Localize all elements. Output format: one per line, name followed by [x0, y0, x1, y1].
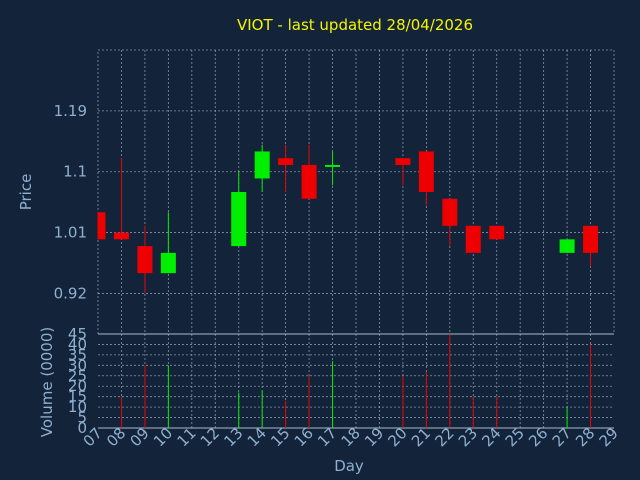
price-tick-label: 1.1: [63, 163, 87, 181]
candle-body: [418, 151, 434, 192]
candle-body: [254, 151, 270, 179]
volume-tick-label: 20: [68, 377, 87, 395]
volume-tick-label: 45: [68, 325, 87, 343]
candle-body: [325, 164, 341, 167]
candle-body: [137, 246, 153, 274]
price-tick-label: 1.19: [54, 102, 87, 120]
candle-body: [465, 225, 481, 253]
x-axis-label: Day: [334, 457, 364, 475]
candle-body: [278, 158, 294, 165]
volume-grid: [98, 333, 614, 429]
volume-tick-label: 5: [77, 409, 87, 427]
volume-tick-label: 25: [68, 367, 87, 385]
chart-title: VIOT - last updated 28/04/2026: [237, 16, 473, 34]
volume-tick-label: 15: [68, 388, 87, 406]
price-axis-ticks: 0.92 1.01 1.1 1.19: [54, 102, 87, 303]
candle-body: [583, 225, 599, 253]
candle-body: [98, 212, 106, 240]
candles-group: [97, 144, 599, 294]
x-axis-ticks: 0708091011121314151617181920212223242526…: [80, 424, 622, 450]
volume-tick-label: 30: [68, 356, 87, 374]
candle-body: [489, 225, 505, 240]
price-tick-label: 1.01: [54, 224, 87, 242]
volume-tick-label: 35: [68, 346, 87, 364]
candle-body: [559, 239, 575, 253]
volume-tick-label: 40: [68, 335, 87, 353]
candle-body: [231, 192, 247, 247]
volume-tick-label: 10: [68, 398, 87, 416]
candle-body: [395, 158, 411, 165]
candle-body: [113, 232, 129, 240]
candle-body: [442, 198, 458, 226]
price-tick-label: 0.92: [54, 284, 87, 302]
volume-bars-group: [120, 334, 592, 428]
price-axis-label: Price: [17, 174, 35, 211]
candle-body: [301, 164, 317, 199]
volume-axis-label: Volume (0000): [38, 327, 56, 437]
candle-body: [160, 252, 176, 274]
volume-tick-label: 0: [77, 419, 87, 437]
